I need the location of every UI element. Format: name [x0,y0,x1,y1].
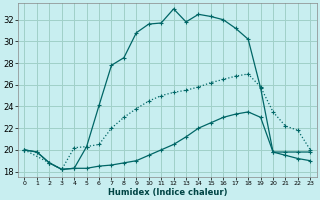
X-axis label: Humidex (Indice chaleur): Humidex (Indice chaleur) [108,188,227,197]
